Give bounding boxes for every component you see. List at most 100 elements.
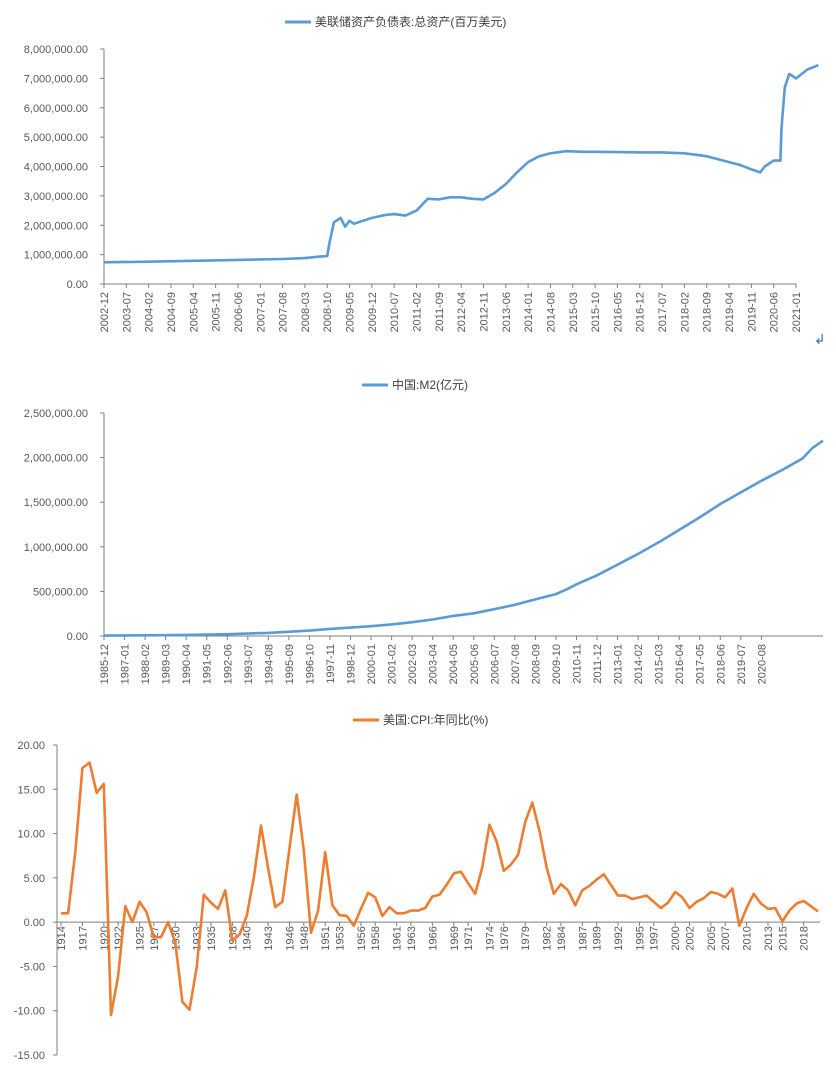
x-tick-label: 1976 [499,926,511,950]
x-tick-label: 2018-06 [715,644,727,684]
x-tick-label: 2005 [706,926,718,950]
x-tick-label: 2021-01 [791,292,803,332]
y-tick-label: 1,000,000.00 [24,250,88,262]
y-tick-label: 2,500,000.00 [24,408,88,420]
x-tick-label: 1992 [613,926,625,950]
y-tick-label: 0.00 [67,631,88,643]
x-tick-label: 2016-12 [635,292,647,332]
x-tick-label: 2013-01 [613,644,625,684]
x-tick-label: 1946 [285,926,297,950]
y-tick-label: 8,000,000.00 [24,44,88,56]
x-tick-label: 2007 [720,926,732,950]
x-tick-label: 1953 [335,926,347,950]
x-tick-label: 2019-11 [746,292,758,332]
x-tick-label: 1935 [206,926,218,950]
x-tick-label: 1994-08 [263,644,275,684]
legend-label: 美联储资产负债表:总资产(百万美元) [315,14,506,29]
x-tick-label: 1996-10 [304,644,316,684]
x-tick-label: 2008-10 [322,292,334,332]
x-tick-label: 1974 [484,926,496,950]
x-tick-label: 1930 [170,926,182,950]
x-tick-label: 2014-02 [633,644,645,684]
us-cpi-chart: 美国:CPI:年同比(%) -15.00 -10.00 -5.00 0.00 5.00 10… [14,713,820,1062]
x-tick-label: 1914 [56,926,68,950]
x-tick-label: 2011-02 [412,292,424,332]
x-tick-label: 1979 [520,926,532,950]
x-tick-label: 1982 [542,926,554,950]
y-tick-label: 2,000,000.00 [24,453,88,465]
x-tick-label: 2011-12 [592,644,604,684]
y-tick-label: 3,000,000.00 [24,191,88,203]
x-tick-label: 1958 [370,926,382,950]
series-line [103,439,824,637]
legend-label: 中国:M2(亿元) [392,377,468,392]
x-tick-label: 1995-09 [284,644,296,684]
y-tick-label: -15.00 [14,1050,45,1062]
x-tick-label: 2007-08 [510,644,522,684]
x-tick-label: 1997-11 [325,644,337,684]
x-tick-label: 2015-10 [590,292,602,332]
x-tick-label: 1969 [449,926,461,950]
x-tick-label: 2004-05 [448,644,460,684]
y-tick-label: 500,000.00 [33,586,88,598]
x-tick-label: 1998-12 [346,644,358,684]
x-tick-label: 1940 [242,926,254,950]
x-tick-label: 1948 [299,926,311,950]
x-tick-label: 2000 [670,926,682,950]
x-tick-label: 2003-04 [428,644,440,684]
china-m2-chart: 中国:M2(亿元) 0.00 500,000.00 1,000,000.00 1,500… [24,377,824,684]
x-tick-label: 1993-07 [243,644,255,684]
x-tick-label: 2008-09 [530,644,542,684]
x-tick-label: 2009-12 [367,292,379,332]
x-tick-label: 2012-11 [478,292,490,332]
y-tick-label: 1,000,000.00 [24,542,88,554]
y-tick-label: 7,000,000.00 [24,73,88,85]
x-tick-label: 2016-04 [674,644,686,684]
x-tick-label: 1971 [463,926,475,950]
y-tick-label: 0.00 [67,279,88,291]
x-tick-label: 1997 [649,926,661,950]
x-tick-label: 1943 [263,926,275,950]
x-tick-label: 2008-03 [300,292,312,332]
x-tick-label: 2018 [799,926,811,950]
x-tick-label: 1917 [77,926,89,950]
series-line [103,63,819,264]
legend-label: 美国:CPI:年同比(%) [383,713,488,727]
x-tick-label: 1988-02 [140,644,152,684]
x-tick-label: 2017-05 [695,644,707,684]
x-tick-label: 2018-02 [679,292,691,332]
y-tick-label: -10.00 [14,1006,45,1018]
x-tick-label: 2019-04 [724,292,736,332]
x-tick-label: 2005-04 [188,292,200,332]
y-tick-label: 5,000,000.00 [24,132,88,144]
x-tick-label: 2003-07 [121,292,133,332]
y-tick-label: 10.00 [17,829,45,841]
y-tick-label: 1,500,000.00 [24,497,88,509]
x-tick-label: 1984 [556,926,568,950]
x-tick-label: 1987-01 [120,644,132,684]
x-tick-label: 1951 [320,926,332,950]
x-tick-label: 2019-07 [736,644,748,684]
x-tick-label: 2017-07 [657,292,669,332]
x-tick-label: 1961 [392,926,404,950]
x-tick-label: 1989 [592,926,604,950]
x-tick-label: 2000-01 [366,644,378,684]
return-arrow-icon: ↲ [814,332,826,348]
x-tick-label: 2009-05 [345,292,357,332]
y-tick-label: 5.00 [24,873,45,885]
x-tick-label: 2015-03 [568,292,580,332]
x-tick-label: 2013-06 [501,292,513,332]
x-tick-label: 1985-12 [99,644,111,684]
x-tick-label: 2010-11 [571,644,583,684]
x-tick-label: 2004-09 [166,292,178,332]
x-tick-label: 2006-07 [489,644,501,684]
x-tick-label: 2005-11 [211,292,223,332]
fed-balance-sheet-chart: 美联储资产负债表:总资产(百万美元) 0.00 1,000,000.00 2,000,… [24,14,826,348]
x-tick-label: 2005-06 [469,644,481,684]
y-tick-label: 0.00 [24,917,45,929]
x-tick-label: 2001-02 [387,644,399,684]
y-tick-label: 6,000,000.00 [24,103,88,115]
series-line [61,761,819,1017]
x-tick-label: 2020-06 [769,292,781,332]
x-tick-label: 2002 [684,926,696,950]
